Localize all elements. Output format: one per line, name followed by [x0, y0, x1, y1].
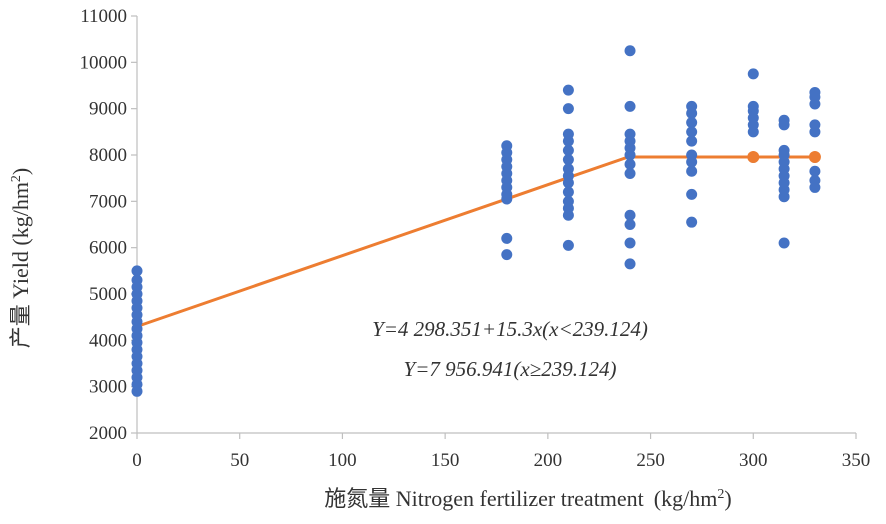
x-tick-label: 50	[230, 450, 249, 471]
data-point	[131, 265, 143, 277]
data-point	[562, 84, 574, 96]
data-point	[747, 68, 759, 80]
data-point	[809, 174, 821, 186]
x-tick-label: 200	[534, 450, 563, 471]
data-point	[686, 126, 698, 138]
fitted-point	[808, 150, 821, 163]
data-point	[624, 237, 636, 249]
data-point	[624, 168, 636, 180]
y-tick-label: 5000	[89, 284, 127, 305]
y-tick-label: 7000	[89, 191, 127, 212]
data-point	[562, 186, 574, 198]
data-point	[686, 135, 698, 147]
data-point	[624, 209, 636, 221]
data-point	[686, 165, 698, 177]
data-point	[624, 219, 636, 230]
data-point	[624, 45, 636, 57]
data-point	[686, 216, 698, 228]
data-point	[131, 274, 143, 286]
x-tick-label: 350	[842, 450, 871, 471]
data-point	[809, 165, 821, 177]
data-point	[562, 128, 574, 140]
y-axis-title: 产量 Yield (kg/hm2)	[8, 168, 33, 349]
y-tick-label: 8000	[89, 145, 127, 166]
fitted-point	[747, 150, 760, 163]
x-axis-title: 施氮量 Nitrogen fertilizer treatment (kg/hm2…	[324, 486, 731, 511]
data-point	[686, 188, 698, 200]
data-point	[686, 100, 698, 112]
data-point	[778, 237, 790, 249]
data-point	[501, 249, 513, 261]
y-tick-label: 6000	[89, 238, 127, 259]
data-point	[562, 103, 574, 115]
data-point	[809, 119, 821, 131]
tick-labels: 2000300040005000600070008000900010000110…	[80, 6, 871, 471]
data-point	[686, 149, 698, 161]
data-point	[809, 86, 821, 98]
equation-2: Y=7 956.941(x≥239.124)	[404, 357, 617, 381]
y-tick-label: 2000	[89, 423, 127, 444]
y-tick-label: 11000	[80, 6, 127, 27]
x-tick-label: 0	[132, 450, 142, 471]
data-point	[778, 114, 790, 126]
x-tick-label: 100	[328, 450, 357, 471]
data-point	[624, 100, 636, 112]
data-point	[562, 195, 574, 207]
y-tick-label: 3000	[89, 377, 127, 398]
data-point	[501, 140, 513, 152]
data-point	[624, 128, 636, 140]
data-point	[562, 163, 574, 175]
data-point	[747, 100, 759, 112]
data-point	[686, 117, 698, 129]
observed-points	[131, 45, 821, 397]
y-tick-label: 9000	[89, 99, 127, 120]
data-point	[624, 258, 636, 270]
fitted-line-path	[136, 155, 815, 328]
fitted-line	[136, 155, 815, 328]
data-point	[562, 144, 574, 156]
equation-1: Y=4 298.351+15.3x(x<239.124)	[372, 317, 648, 341]
data-point	[562, 239, 574, 251]
x-tick-label: 150	[431, 450, 460, 471]
x-tick-label: 300	[739, 450, 768, 471]
data-point	[562, 154, 574, 166]
data-point	[501, 232, 513, 244]
data-point	[624, 158, 636, 170]
x-tick-label: 250	[636, 450, 665, 471]
data-point	[778, 144, 790, 156]
y-tick-label: 10000	[80, 52, 128, 73]
y-tick-label: 4000	[89, 330, 127, 351]
